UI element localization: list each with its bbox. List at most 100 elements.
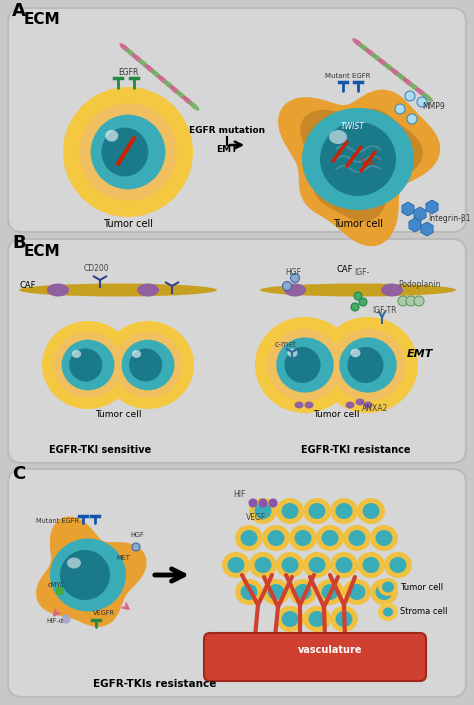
Circle shape [291, 274, 300, 283]
Ellipse shape [267, 530, 284, 546]
Ellipse shape [240, 584, 257, 600]
Ellipse shape [276, 498, 304, 524]
Ellipse shape [163, 80, 174, 90]
Text: Tumor cell: Tumor cell [95, 410, 141, 419]
Ellipse shape [330, 552, 358, 578]
Ellipse shape [357, 498, 385, 524]
Ellipse shape [377, 58, 389, 68]
Ellipse shape [289, 579, 317, 605]
Text: EMT: EMT [407, 349, 433, 359]
Ellipse shape [235, 525, 263, 551]
Ellipse shape [356, 398, 365, 405]
Ellipse shape [336, 503, 353, 519]
Ellipse shape [262, 525, 290, 551]
Ellipse shape [188, 101, 200, 111]
Ellipse shape [284, 283, 306, 297]
Circle shape [62, 615, 70, 623]
Text: Integrin-β1: Integrin-β1 [428, 214, 471, 223]
Ellipse shape [129, 348, 162, 381]
Ellipse shape [235, 579, 263, 605]
Polygon shape [36, 517, 146, 627]
Text: MET: MET [116, 555, 130, 561]
Text: c-met: c-met [275, 340, 297, 349]
Ellipse shape [79, 103, 177, 201]
Circle shape [417, 97, 427, 107]
Ellipse shape [309, 557, 326, 573]
Circle shape [249, 499, 257, 507]
Text: EGFR-TKI sensitive: EGFR-TKI sensitive [49, 445, 151, 455]
Text: HGF: HGF [130, 532, 144, 538]
Text: Podoplanin: Podoplanin [398, 280, 440, 289]
Text: EGFR-TKI resistance: EGFR-TKI resistance [301, 445, 411, 455]
Ellipse shape [363, 503, 380, 519]
Ellipse shape [282, 611, 299, 627]
Circle shape [354, 292, 362, 300]
Ellipse shape [113, 332, 182, 398]
Ellipse shape [255, 557, 272, 573]
Ellipse shape [137, 283, 159, 297]
Ellipse shape [282, 557, 299, 573]
Ellipse shape [343, 525, 371, 551]
Ellipse shape [421, 92, 433, 102]
Circle shape [405, 91, 415, 101]
Ellipse shape [330, 606, 358, 632]
Ellipse shape [302, 108, 414, 210]
Ellipse shape [63, 87, 193, 217]
Ellipse shape [249, 498, 277, 524]
Ellipse shape [358, 43, 370, 53]
Ellipse shape [378, 603, 398, 621]
Ellipse shape [320, 122, 396, 196]
Ellipse shape [294, 530, 311, 546]
Ellipse shape [304, 402, 313, 408]
Ellipse shape [303, 606, 331, 632]
Ellipse shape [54, 332, 122, 398]
Ellipse shape [321, 584, 338, 600]
Ellipse shape [294, 584, 311, 600]
Circle shape [406, 296, 416, 306]
Ellipse shape [382, 582, 394, 592]
Ellipse shape [303, 552, 331, 578]
FancyBboxPatch shape [204, 633, 426, 681]
Ellipse shape [409, 82, 420, 92]
Ellipse shape [318, 317, 418, 413]
Ellipse shape [370, 579, 398, 605]
Ellipse shape [138, 59, 149, 68]
Text: CAF: CAF [337, 265, 353, 274]
Ellipse shape [132, 350, 141, 358]
Ellipse shape [336, 557, 353, 573]
Text: Snail: Snail [361, 158, 379, 167]
Ellipse shape [102, 321, 194, 409]
Ellipse shape [170, 85, 181, 95]
Circle shape [132, 543, 140, 551]
Ellipse shape [390, 557, 407, 573]
Ellipse shape [330, 498, 358, 524]
Circle shape [398, 296, 408, 306]
Text: Tumor cell: Tumor cell [313, 410, 359, 419]
Polygon shape [278, 90, 440, 246]
Ellipse shape [352, 38, 364, 48]
Ellipse shape [101, 128, 148, 176]
Text: B: B [12, 234, 26, 252]
Ellipse shape [145, 64, 155, 74]
Circle shape [283, 281, 292, 290]
Ellipse shape [91, 115, 165, 190]
Ellipse shape [316, 579, 344, 605]
Text: VEGF: VEGF [246, 513, 266, 522]
Ellipse shape [378, 578, 398, 596]
Ellipse shape [384, 552, 412, 578]
Ellipse shape [336, 611, 353, 627]
Ellipse shape [365, 48, 376, 58]
Circle shape [359, 298, 367, 306]
Text: Tumor cell: Tumor cell [400, 582, 443, 591]
Text: EGFR mutation: EGFR mutation [189, 126, 265, 135]
Ellipse shape [126, 49, 137, 58]
Ellipse shape [347, 347, 383, 383]
Ellipse shape [364, 402, 373, 408]
Text: IGF-: IGF- [354, 268, 369, 277]
Ellipse shape [289, 525, 317, 551]
Circle shape [351, 303, 359, 311]
Circle shape [407, 114, 417, 124]
Ellipse shape [403, 78, 414, 87]
Ellipse shape [284, 347, 320, 383]
Ellipse shape [357, 552, 385, 578]
